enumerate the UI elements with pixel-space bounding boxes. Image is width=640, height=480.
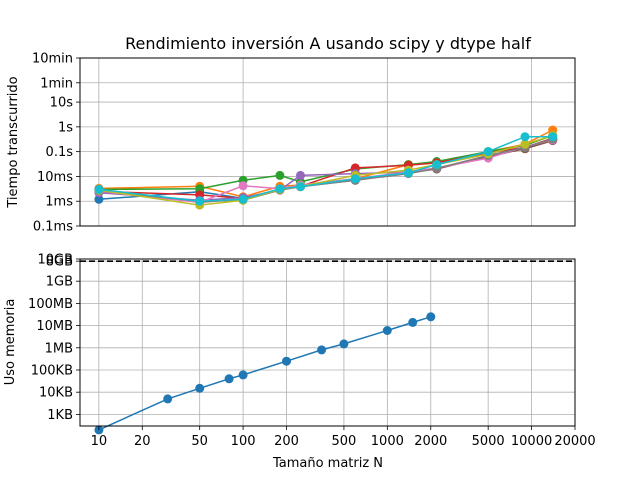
x-tick-label: 500 — [332, 434, 357, 449]
top-y-axis-label: Tiempo transcurrido — [6, 76, 21, 208]
top-y-tick-label: 10min — [32, 52, 73, 67]
x-tick-label: 10 — [91, 434, 108, 449]
memory-data-point — [317, 345, 327, 355]
bottom-y-tick-label: 10KB — [39, 386, 73, 401]
bottom-y-tick-label: 1MB — [45, 341, 73, 356]
memory-data-point — [224, 374, 234, 384]
top-data-point — [94, 184, 104, 194]
top-data-point — [94, 194, 104, 204]
chart-title: Rendimiento inversión A usando scipy y d… — [125, 34, 531, 53]
top-data-point — [238, 181, 248, 191]
top-data-point — [296, 170, 305, 180]
bottom-y-tick-label: 8GB — [46, 255, 73, 270]
memory-data-point — [195, 383, 205, 393]
top-data-point — [520, 132, 530, 142]
top-data-point — [403, 168, 413, 178]
top-y-tick-label: 0.1ms — [33, 220, 73, 235]
bottom-y-tick-label: 1KB — [47, 408, 73, 423]
top-data-point — [275, 184, 285, 194]
top-y-tick-label: 1s — [58, 120, 73, 135]
bottom-y-tick-label: 10GB — [37, 253, 73, 268]
x-tick-label: 200 — [274, 434, 299, 449]
top-data-point — [520, 139, 530, 149]
x-tick-label: 2000 — [414, 434, 447, 449]
top-y-tick-label: 10s — [50, 96, 74, 111]
top-data-point — [483, 147, 493, 157]
top-data-point — [350, 174, 360, 184]
top-data-point — [195, 196, 205, 206]
top-data-point — [296, 182, 305, 192]
bottom-axes-frame — [79, 258, 576, 427]
x-tick-label: 20 — [134, 434, 151, 449]
top-data-point — [275, 170, 285, 180]
memory-data-point — [382, 326, 392, 335]
top-y-tick-label: 1ms — [45, 195, 73, 210]
bottom-y-tick-label: 100MB — [28, 297, 73, 312]
top-y-tick-label: 1min — [40, 76, 73, 91]
top-data-point — [548, 132, 558, 142]
x-axis-label: Tamaño matriz N — [272, 456, 383, 471]
memory-data-point — [426, 312, 436, 322]
bottom-y-tick-label: 100KB — [31, 363, 73, 378]
bottom-y-axis-label: Uso memoria — [3, 299, 18, 386]
x-tick-label: 10000 — [511, 434, 552, 449]
memory-data-point — [163, 394, 173, 404]
top-data-point — [238, 194, 248, 204]
memory-data-point — [408, 317, 418, 327]
bottom-y-tick-label: 1GB — [46, 275, 73, 290]
top-data-point — [195, 184, 205, 194]
x-tick-label: 1000 — [371, 434, 404, 449]
memory-data-point — [339, 339, 349, 349]
top-series-group — [94, 125, 558, 210]
x-tick-label: 20000 — [554, 434, 595, 449]
x-tick-label: 100 — [231, 434, 256, 449]
x-tick-label: 5000 — [472, 434, 505, 449]
bottom-x-ticks: 10 20 50 100 200 500 1000 2000 5000 10000 20000 — [91, 426, 596, 449]
x-tick-label: 50 — [191, 434, 208, 449]
top-data-point — [432, 160, 442, 170]
memory-data-point — [282, 356, 291, 366]
top-y-tick-label: 10ms — [37, 170, 73, 185]
top-y-ticks: 0.1ms 1ms 10ms 0.1s 1s 10s 1min 10min — [32, 52, 80, 235]
top-y-tick-label: 0.1s — [46, 145, 74, 160]
bottom-y-tick-label: 10MB — [36, 319, 73, 334]
memory-data-point — [238, 370, 248, 380]
top-axes-frame — [79, 57, 576, 227]
